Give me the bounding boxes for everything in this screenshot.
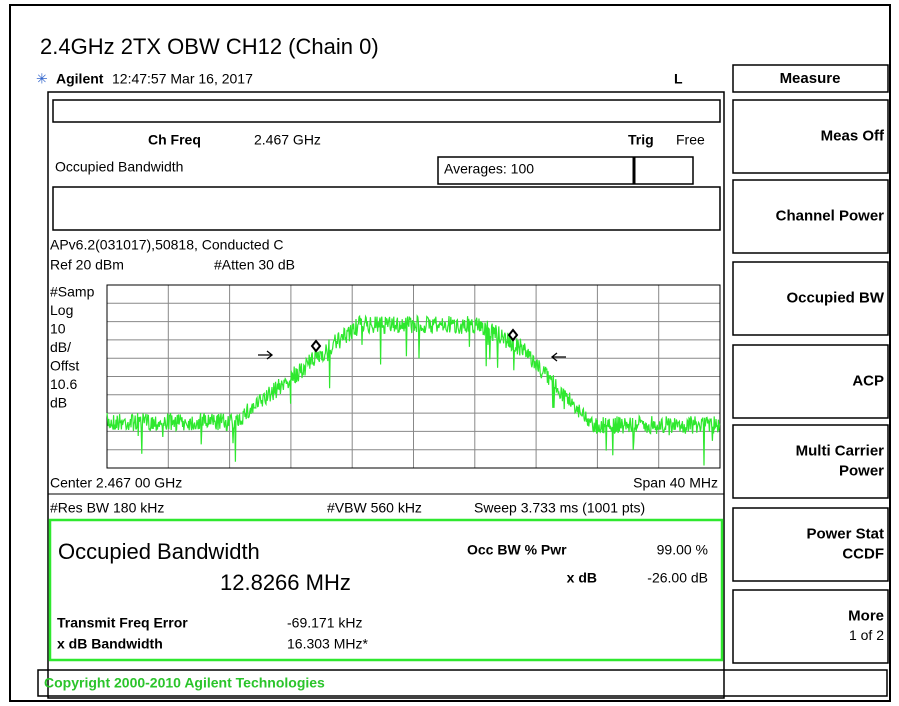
markers — [310, 328, 519, 353]
logo-icon: ✳ — [36, 71, 48, 87]
xdb-bw-label: x dB Bandwidth — [57, 636, 163, 652]
xdb-value: -26.00 dB — [647, 570, 708, 586]
softkeys: Meas Off Channel Power Occupied BW ACP Multi… — [732, 99, 889, 664]
softkey-label: Channel Power — [776, 207, 885, 224]
softkey[interactable] — [732, 99, 889, 174]
ch-freq-label: Ch Freq — [148, 132, 201, 148]
scale-label: dB/ — [50, 339, 71, 355]
averages-box — [437, 156, 694, 185]
softkey[interactable] — [732, 507, 889, 582]
vbw: #VBW 560 kHz — [327, 500, 422, 516]
indicator: L — [674, 71, 683, 87]
sweep: Sweep 3.733 ms (1001 pts) — [474, 500, 645, 516]
softkey[interactable] — [732, 424, 889, 499]
softkey[interactable] — [732, 261, 889, 336]
softkey-label: CCDF — [842, 545, 884, 562]
message-box — [52, 186, 721, 231]
softkey-label: 1 of 2 — [849, 627, 884, 643]
frame — [9, 4, 891, 702]
averages: Averages: 100 — [444, 161, 534, 177]
plot-border — [106, 284, 721, 469]
softkey[interactable] — [732, 344, 889, 419]
attenuation: #Atten 30 dB — [214, 257, 295, 273]
softkey-label: ACP — [852, 372, 884, 389]
freq-error-label: Transmit Freq Error — [57, 615, 188, 631]
obw-value: 12.8266 MHz — [220, 570, 351, 595]
scale-label: Log — [50, 302, 73, 318]
bw-arrows — [258, 350, 566, 362]
ch-freq-value: 2.467 GHz — [254, 132, 321, 148]
results-heading: Occupied Bandwidth — [58, 539, 260, 564]
scale-label: 10.6 — [50, 376, 77, 392]
status-box — [52, 99, 721, 123]
softkey-label: Power Stat — [806, 525, 884, 542]
screen — [47, 91, 725, 699]
graticule — [107, 285, 720, 468]
menu-title: Measure — [780, 70, 841, 87]
softkey-label: Power — [839, 462, 884, 479]
occ-pwr-value: 99.00 % — [657, 542, 708, 558]
softkey-label: Occupied BW — [786, 289, 884, 306]
scale-label: #Samp — [50, 284, 95, 300]
scale-label: Offst — [50, 358, 79, 374]
xdb-bw-value: 16.303 MHz* — [287, 636, 368, 652]
res-bw: #Res BW 180 kHz — [50, 500, 164, 516]
trig-value: Free — [676, 132, 705, 148]
scale-labels: #Samp Log 10 dB/Offst 10.6 dB — [50, 284, 95, 411]
center-freq: Center 2.467 00 GHz — [50, 475, 182, 491]
trig-label: Trig — [628, 132, 654, 148]
ref-level: Ref 20 dBm — [50, 257, 124, 273]
brand: Agilent — [56, 71, 104, 87]
scale-label: 10 — [50, 321, 66, 337]
info: APv6.2(031017),50818, Conducted C — [50, 237, 284, 253]
softkey-label: Meas Off — [821, 127, 885, 144]
freq-error-value: -69.171 kHz — [287, 615, 362, 631]
copyright: Copyright 2000-2010 Agilent Technologies — [44, 675, 325, 691]
occ-pwr-label: Occ BW % Pwr — [467, 542, 567, 558]
scale-label: dB — [50, 395, 67, 411]
softkey[interactable] — [732, 179, 889, 254]
softkey-label: Multi Carrier — [796, 442, 885, 459]
softkey[interactable] — [732, 589, 889, 664]
results-panel — [48, 518, 724, 662]
mode: Occupied Bandwidth — [55, 159, 183, 175]
menu-title-box — [732, 64, 889, 93]
xdb-label: x dB — [567, 570, 597, 586]
span: Span 40 MHz — [633, 475, 718, 491]
title: 2.4GHz 2TX OBW CH12 (Chain 0) — [40, 34, 379, 59]
softkey-label: More — [848, 607, 884, 624]
spectrum-trace — [106, 314, 721, 466]
timestamp: 12:47:57 Mar 16, 2017 — [112, 71, 253, 87]
copyright-bar — [37, 669, 888, 697]
